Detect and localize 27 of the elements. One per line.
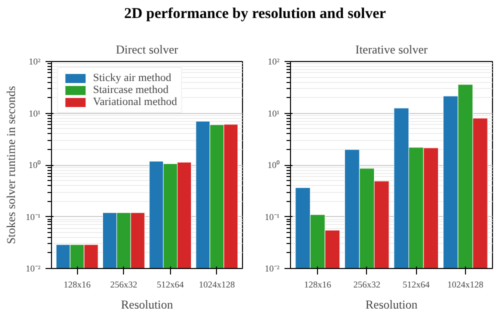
chart-title: 2D performance by resolution and solver	[124, 5, 386, 24]
x-tick-label: 1024x128	[198, 280, 236, 290]
x-axis-title: Resolution	[366, 298, 418, 309]
x-tick-label: 256x32	[110, 280, 138, 290]
y-tick-label: 10⁻¹	[26, 212, 41, 222]
x-tick-label: 1024x128	[447, 280, 484, 290]
chart-subtitle: Direct solver	[116, 42, 178, 56]
chart-subtitle: Iterative solver	[355, 42, 428, 56]
x-tick-label: 128x16	[64, 280, 92, 290]
legend-label: Variational method	[93, 96, 178, 108]
x-tick-label: 512x64	[156, 280, 184, 290]
x-tick-label: 512x64	[402, 280, 430, 290]
y-tick-label: 10⁰	[28, 160, 40, 170]
y-tick-label: 10⁰	[268, 160, 280, 170]
y-tick-label: 10¹	[268, 108, 280, 118]
legend-label: Staircase method	[93, 84, 168, 96]
y-tick-label: 10²	[268, 56, 280, 66]
y-tick-label: 10¹	[28, 108, 41, 118]
y-tick-label: 10²	[28, 56, 41, 66]
legend-label: Sticky air method	[93, 72, 172, 84]
x-axis-title: Resolution	[121, 298, 174, 309]
y-tick-label: 10⁻²	[26, 264, 41, 274]
x-tick-label: 128x16	[304, 280, 332, 290]
y-tick-label: 10⁻¹	[264, 212, 280, 222]
x-tick-label: 256x32	[353, 280, 380, 290]
y-axis-title: Stokes solver runtime in seconds	[4, 86, 18, 244]
y-tick-label: 10⁻²	[264, 264, 280, 274]
